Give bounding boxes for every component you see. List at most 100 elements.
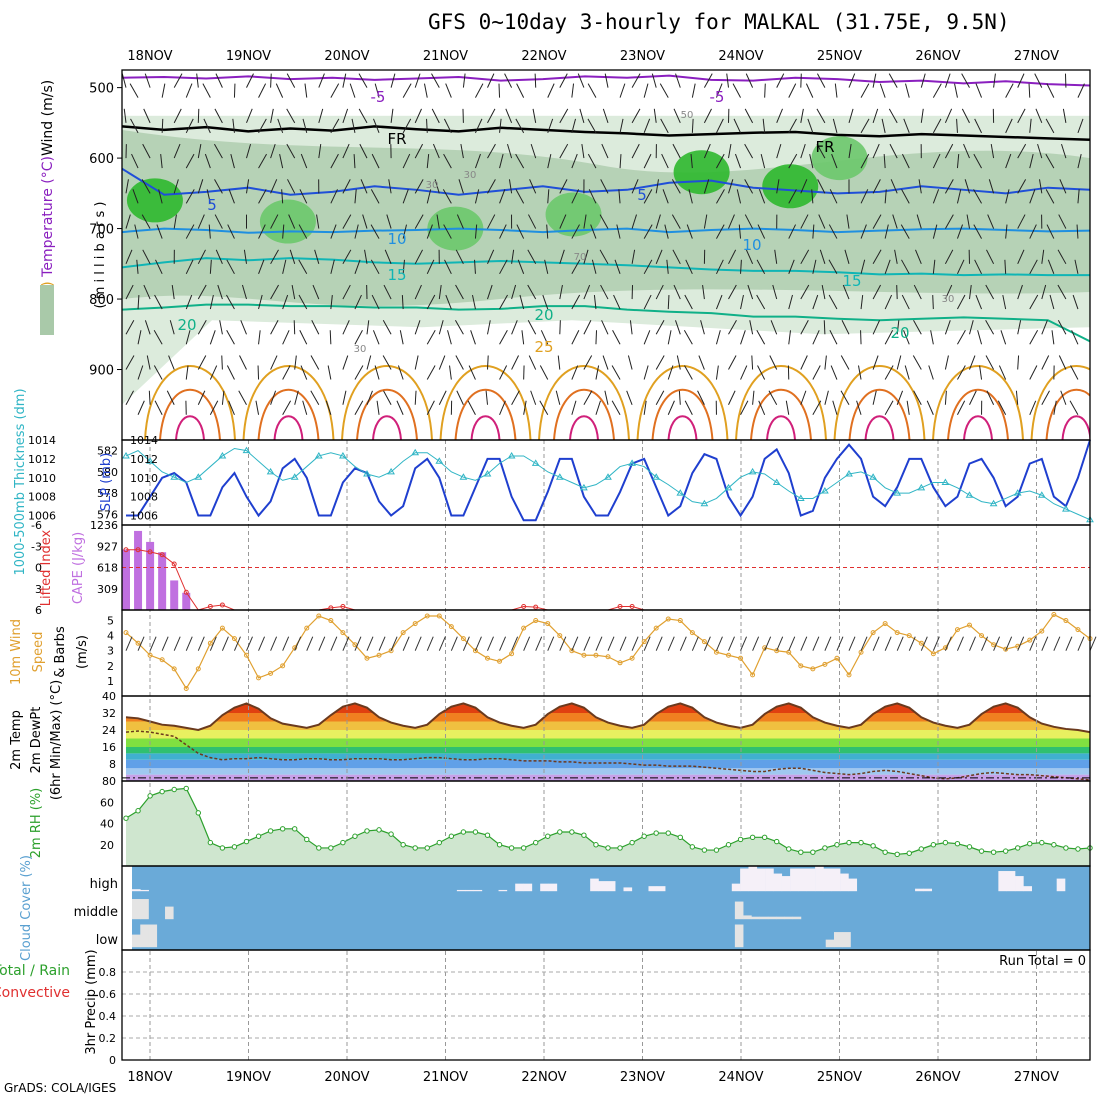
wind-barb (359, 143, 368, 159)
wind-barb (631, 636, 639, 651)
contour-label: 50 (681, 110, 694, 121)
wind-barb (920, 73, 926, 88)
wind-barb (312, 284, 320, 300)
wind-barb (246, 143, 252, 159)
rh2m-marker (605, 845, 611, 851)
cloud-clear-cell (606, 881, 616, 892)
wind-barb (154, 400, 163, 415)
wind-ylabel-part: 10m Wind (9, 619, 24, 685)
wind-barb (445, 83, 452, 98)
wind-barb (703, 214, 708, 229)
thickness-marker (122, 451, 130, 459)
wind-barb (474, 189, 480, 204)
wind-barb (532, 108, 537, 123)
wind-speed-marker (930, 651, 936, 657)
wind-barb (546, 224, 549, 239)
wind-barb (487, 73, 495, 88)
y-tick-label: 0 (35, 562, 42, 575)
wind-barb (426, 118, 428, 133)
isotherm-30-lobe (159, 388, 221, 440)
wind-barb (823, 320, 826, 335)
chart-marks (122, 439, 1097, 1061)
wind-barb (559, 179, 568, 194)
wind-barb (281, 189, 284, 204)
wind-barb (158, 189, 163, 204)
wind-barb (196, 73, 199, 88)
wind-barb (1035, 108, 1043, 124)
wind-barb (671, 179, 681, 194)
temp-band (126, 753, 1090, 760)
rh2m-marker (1015, 845, 1021, 851)
thickness-marker (411, 448, 420, 456)
wind-barb (643, 636, 651, 651)
wind-barb (125, 636, 133, 651)
wind-barb (527, 249, 537, 265)
wind-barb (499, 365, 508, 380)
wind-barb (920, 108, 924, 123)
wind-barb (499, 259, 508, 275)
rh2m-marker (1051, 842, 1057, 848)
cloud-clear-cell (623, 887, 633, 892)
wind-barb (402, 636, 410, 651)
cloud-clear-cell (1023, 886, 1032, 892)
wind-barb (824, 355, 827, 370)
wind-barb (805, 83, 814, 98)
wind-barb (1059, 179, 1067, 194)
cloud-clear-cell (465, 889, 474, 892)
wind-barb (438, 355, 446, 370)
rh2m-marker (508, 845, 515, 851)
wind-barb (1017, 284, 1023, 300)
rh-high-patch (126, 178, 183, 223)
wind-barb (378, 636, 386, 651)
wind-barb (1017, 143, 1027, 159)
wind-barb (197, 179, 204, 194)
y-tick-label: 6 (35, 604, 42, 617)
wind-barb (454, 320, 464, 335)
wind-barb (643, 259, 653, 275)
wind-ylabel-part: (m/s) (75, 635, 90, 669)
wind-barb (370, 224, 380, 239)
cloud-clear-cell (759, 916, 769, 920)
wind-barb (964, 179, 970, 194)
wind-barb (812, 224, 815, 239)
wind-speed-marker (521, 625, 527, 631)
wind-barb (832, 118, 838, 133)
wind-barb (123, 108, 127, 123)
wind-barb (856, 400, 862, 415)
wind-barb (270, 179, 278, 194)
wind-barb (288, 214, 296, 229)
cloud-clear-cell (165, 906, 174, 920)
wind-barb (143, 108, 151, 124)
wind-barb (208, 224, 211, 239)
wind-barb (619, 636, 627, 651)
wind-barb (860, 259, 866, 274)
wind-barb (414, 320, 421, 335)
wind-barb (342, 73, 347, 88)
wind-barb (559, 108, 569, 124)
li-marker (123, 547, 129, 553)
cloud-clear-cell (734, 901, 744, 920)
rh2m-marker (448, 833, 455, 839)
wind-barb (197, 320, 207, 335)
wind-barb (888, 108, 898, 124)
wind-barb (872, 355, 879, 370)
rh2m-marker (424, 845, 430, 851)
li-ylabel: Lifted Index (39, 529, 54, 606)
contour-label: 30 (354, 344, 367, 355)
cloud-clear-cell (740, 868, 749, 892)
wind-barb (728, 249, 737, 265)
li-marker (629, 603, 635, 609)
cloud-clear-cell (656, 886, 666, 892)
wind-barb (414, 179, 424, 194)
wind-barb (956, 224, 964, 239)
wind-speed-marker (581, 652, 587, 658)
panel-bg-slp (122, 440, 1090, 525)
wind-barb (438, 636, 446, 651)
thickness-marker (652, 473, 661, 480)
rh2m-ylabel: 2m RH (%) (29, 788, 44, 859)
y-tick-label: 576 (97, 508, 118, 521)
wind-barb (619, 83, 626, 98)
wind-barb (872, 143, 880, 159)
wind-barb (279, 153, 284, 169)
